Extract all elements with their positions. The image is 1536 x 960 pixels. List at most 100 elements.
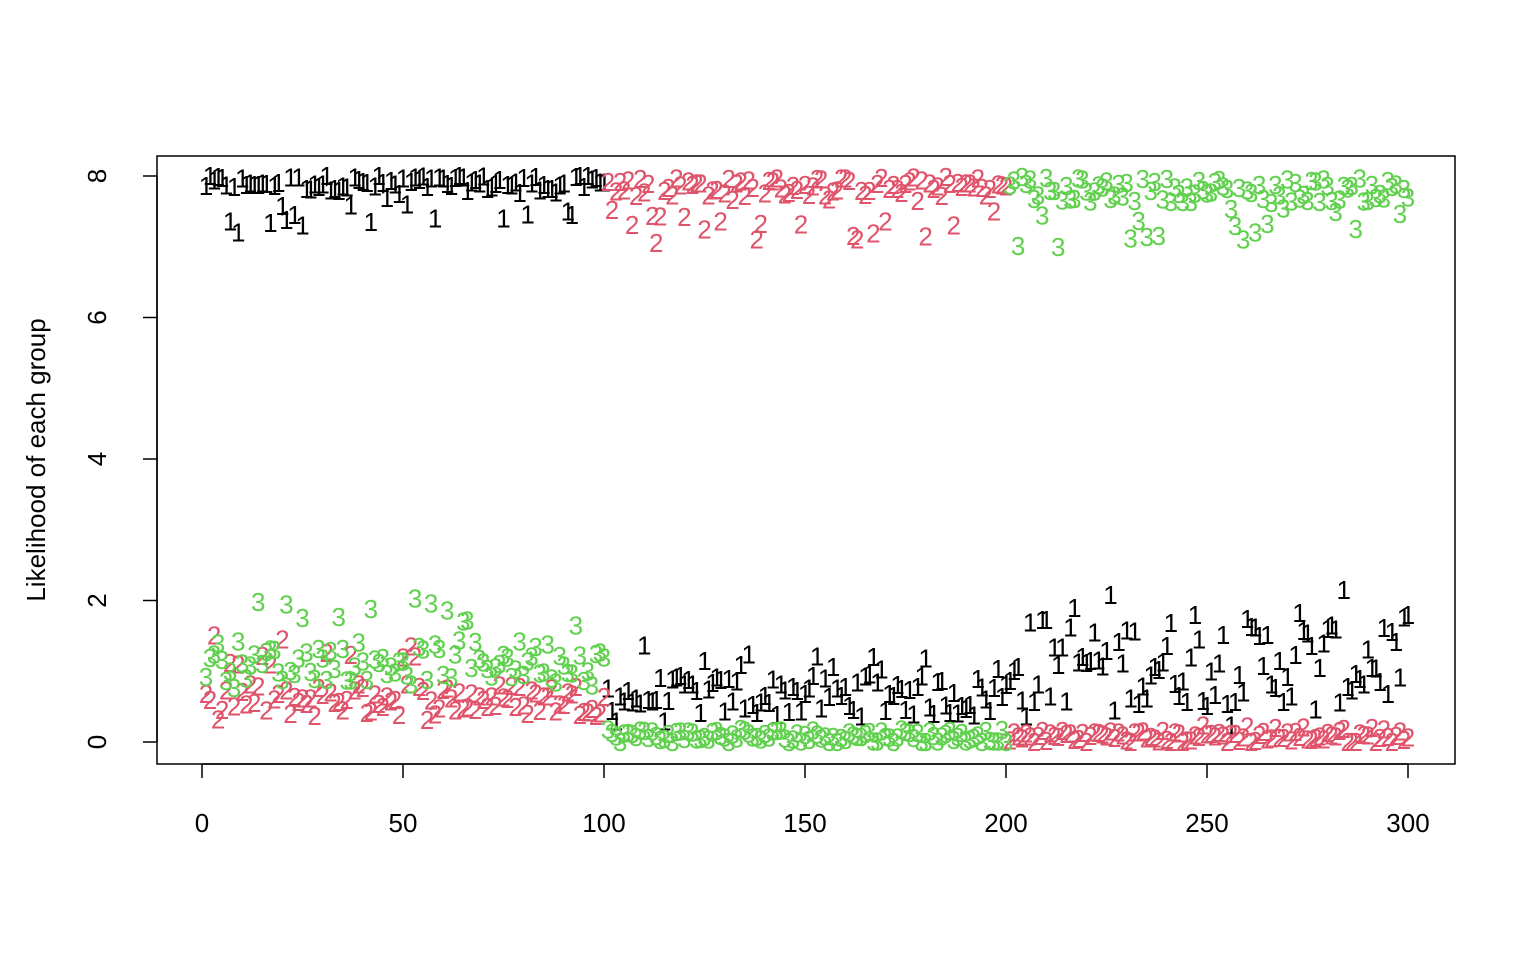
data-point: 2 (850, 225, 864, 255)
data-point: 1 (842, 691, 856, 721)
data-point: 2 (1123, 727, 1137, 757)
data-point: 1 (1075, 642, 1089, 672)
data-point: 3 (609, 722, 623, 752)
data-point: 1 (1216, 620, 1230, 650)
data-point: 3 (1216, 171, 1230, 201)
data-point: 1 (344, 190, 358, 220)
data-point: 2 (227, 691, 241, 721)
data-point: 1 (1119, 616, 1133, 646)
data-point: 3 (1111, 169, 1125, 199)
data-point: 3 (1031, 180, 1045, 210)
data-point: 2 (1304, 725, 1318, 755)
data-point: 3 (1023, 164, 1037, 194)
data-point: 2 (1019, 719, 1033, 749)
data-point: 2 (1091, 718, 1105, 748)
data-point: 2 (1377, 715, 1391, 745)
data-point: 3 (995, 715, 1009, 745)
data-point: 2 (609, 177, 623, 207)
data-point: 2 (356, 673, 370, 703)
data-point: 2 (858, 180, 872, 210)
data-point: 3 (1373, 179, 1387, 209)
data-point: 3 (1308, 167, 1322, 197)
data-point: 3 (1389, 170, 1403, 200)
data-point: 3 (1051, 232, 1065, 262)
data-point: 2 (838, 164, 852, 194)
data-point: 2 (1148, 724, 1162, 754)
data-point: 3 (376, 643, 390, 673)
data-point: 3 (1011, 231, 1025, 261)
x-axis: 0 50 100 150 200 250 300 (195, 763, 1430, 838)
data-point: 1 (1256, 651, 1270, 681)
data-point: 2 (1127, 718, 1141, 748)
data-point: 3 (1284, 186, 1298, 216)
data-point: 2 (1168, 717, 1182, 747)
data-point: 2 (1357, 720, 1371, 750)
data-point: 2 (906, 162, 920, 192)
data-point: 1 (689, 676, 703, 706)
data-point: 2 (540, 682, 554, 712)
data-point: 3 (553, 641, 567, 671)
data-point: 1 (283, 162, 297, 192)
data-point: 2 (311, 673, 325, 703)
data-point: 3 (601, 714, 615, 744)
data-point: 2 (1320, 718, 1334, 748)
data-point: 1 (653, 663, 667, 693)
data-point: 3 (303, 657, 317, 687)
data-point: 3 (255, 649, 269, 679)
data-point: 1 (275, 191, 289, 221)
data-point: 2 (1212, 718, 1226, 748)
data-point: 1 (942, 698, 956, 728)
data-point: 3 (215, 645, 229, 675)
data-point: 1 (279, 205, 293, 235)
data-point: 1 (1228, 687, 1242, 717)
data-point: 1 (782, 697, 796, 727)
data-point: 3 (585, 670, 599, 700)
data-point: 3 (1377, 183, 1391, 213)
data-point: 3 (392, 646, 406, 676)
data-point: 3 (959, 726, 973, 756)
data-point: 1 (251, 170, 265, 200)
data-point: 3 (621, 718, 635, 748)
data-point: 1 (215, 163, 229, 193)
data-point: 1 (239, 170, 253, 200)
data-point: 2 (1276, 723, 1290, 753)
data-point: 1 (1272, 646, 1286, 676)
data-point: 2 (637, 178, 651, 208)
data-point: 1 (319, 161, 333, 191)
data-point: 2 (508, 692, 522, 722)
data-point: 1 (1148, 652, 1162, 682)
data-point: 3 (1079, 176, 1093, 206)
data-point: 3 (573, 640, 587, 670)
data-point: 3 (1312, 187, 1326, 217)
data-point: 3 (1365, 170, 1379, 200)
data-point: 3 (311, 634, 325, 664)
data-point: 2 (1200, 719, 1214, 749)
data-point: 3 (979, 716, 993, 746)
data-point: 1 (380, 183, 394, 213)
data-point: 2 (520, 699, 534, 729)
data-point: 1 (436, 163, 450, 193)
data-point: 3 (211, 629, 225, 659)
data-point: 2 (1156, 716, 1170, 746)
data-point: 1 (601, 673, 615, 703)
data-point: 2 (1228, 719, 1242, 749)
data-point: 2 (633, 164, 647, 194)
data-point: 2 (1369, 727, 1383, 757)
data-point: 2 (762, 166, 776, 196)
data-point: 2 (524, 675, 538, 705)
data-point: 3 (689, 725, 703, 755)
data-point: 2 (424, 685, 438, 715)
data-point: 1 (247, 170, 261, 200)
data-point: 1 (874, 654, 888, 684)
data-point: 3 (416, 634, 430, 664)
data-point: 3 (1340, 174, 1354, 204)
data-point: 3 (464, 653, 478, 683)
data-point: 2 (468, 695, 482, 725)
data-point: 1 (1007, 656, 1021, 686)
data-point: 2 (348, 676, 362, 706)
data-point: 3 (1236, 225, 1250, 255)
x-tick-label: 200 (984, 808, 1027, 838)
data-point: 1 (846, 695, 860, 725)
data-point: 2 (207, 620, 221, 650)
data-point: 2 (287, 682, 301, 712)
